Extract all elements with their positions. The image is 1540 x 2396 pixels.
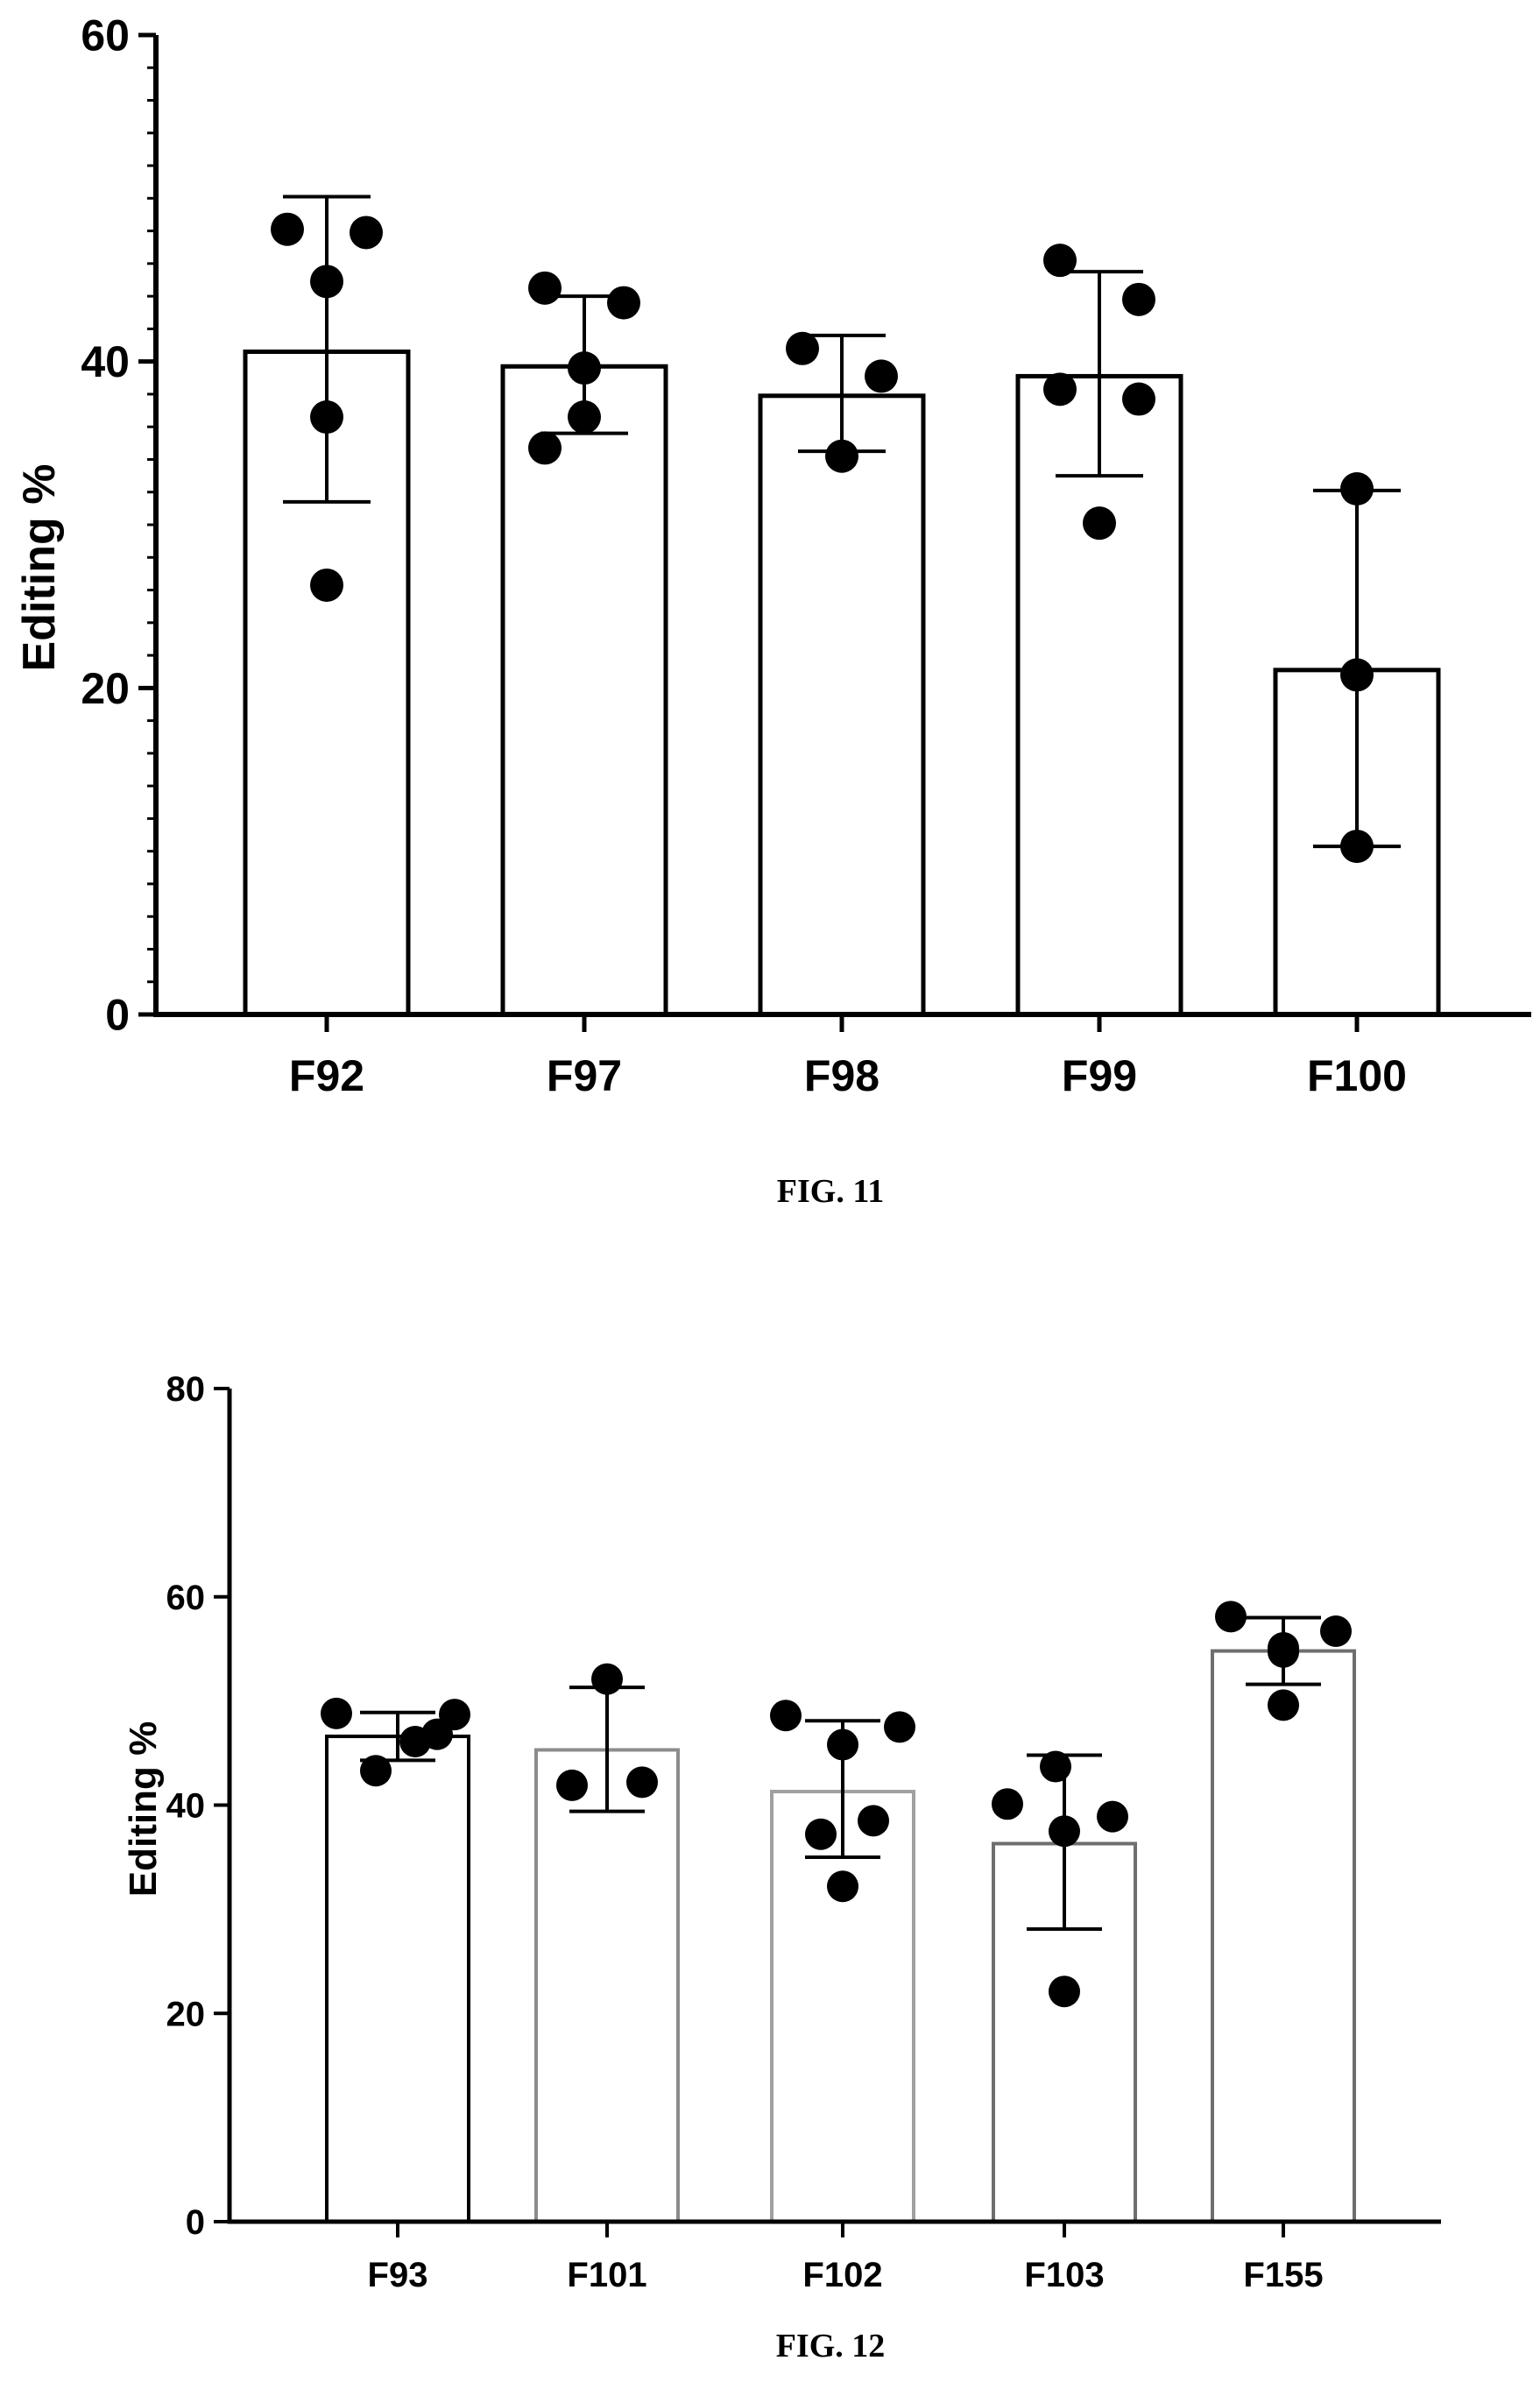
data-point xyxy=(1268,1689,1299,1721)
fig-12-y-axis-title: Editing % xyxy=(122,1721,165,1897)
data-point xyxy=(310,568,343,602)
fig-11-caption: FIG. 11 xyxy=(777,1173,884,1210)
fig-11-tick-labels: 0 20 40 60 F92 F97 F98 F99 F100 xyxy=(81,11,1407,1101)
x-tick-label-f93: F93 xyxy=(368,2256,428,2294)
data-point xyxy=(1122,382,1155,416)
bar-f101 xyxy=(534,1748,680,2223)
x-tick-label-f92: F92 xyxy=(289,1051,364,1100)
bar-f155 xyxy=(1211,1649,1356,2223)
data-point xyxy=(1268,1636,1299,1668)
data-point xyxy=(439,1699,470,1731)
error-bar-f92 xyxy=(283,194,371,504)
data-point xyxy=(1320,1615,1352,1647)
data-point xyxy=(607,286,640,320)
data-point xyxy=(1043,244,1077,278)
data-point xyxy=(556,1769,588,1801)
data-point xyxy=(1040,1750,1071,1783)
bar-f93 xyxy=(325,1735,470,2223)
y-tick-label: 20 xyxy=(81,664,130,713)
data-point xyxy=(992,1788,1023,1820)
data-point xyxy=(626,1766,658,1799)
fig-12-bars xyxy=(325,1649,1356,2223)
data-point xyxy=(568,400,601,435)
data-point xyxy=(1340,472,1374,506)
x-tick-label-f99: F99 xyxy=(1062,1051,1137,1100)
y-tick-label: 60 xyxy=(81,11,130,60)
data-point xyxy=(786,331,819,365)
bar-f99 xyxy=(1015,373,1183,1017)
bar-f98 xyxy=(758,393,926,1017)
data-point xyxy=(827,1728,858,1761)
data-point xyxy=(350,216,383,250)
data-point xyxy=(528,431,562,465)
data-point xyxy=(1215,1601,1247,1633)
data-point xyxy=(1097,1800,1128,1833)
data-point xyxy=(271,212,304,246)
data-point xyxy=(528,271,562,305)
data-point xyxy=(1049,1815,1080,1848)
data-point xyxy=(827,1870,858,1903)
x-tick-label-f98: F98 xyxy=(804,1051,879,1100)
y-tick-label: 0 xyxy=(186,2203,205,2242)
data-point xyxy=(591,1663,623,1695)
data-point xyxy=(1043,372,1077,406)
bar-f97 xyxy=(500,364,668,1017)
fig-12-caption: FIG. 12 xyxy=(776,2328,886,2364)
data-point xyxy=(1340,830,1374,864)
y-tick-label: 40 xyxy=(81,337,130,386)
y-tick-label: 40 xyxy=(166,1787,206,1826)
fig-12-tick-labels: 0 20 40 60 80 F93 F101 F102 F103 F155 xyxy=(166,1370,1324,2294)
data-point xyxy=(1083,506,1116,541)
y-tick-label: 60 xyxy=(166,1579,206,1617)
fig-11-data-points xyxy=(271,212,1374,864)
x-tick-label-f155: F155 xyxy=(1243,2256,1323,2294)
data-point xyxy=(399,1725,431,1757)
data-point xyxy=(568,351,601,385)
data-point xyxy=(360,1755,392,1787)
fig-12-axes xyxy=(214,1387,1441,2237)
fig-11-chart: 0 20 40 60 F92 F97 F98 F99 F100 Editing % FIG. 1… xyxy=(14,11,1531,1210)
data-point xyxy=(825,439,858,473)
data-point xyxy=(1049,1975,1080,2008)
fig-12-chart: 0 20 40 60 80 F93 F101 F102 F103 F155 Editing % F… xyxy=(122,1370,1441,2364)
fig-11-y-axis-title: Editing % xyxy=(14,464,65,672)
x-tick-label-f103: F103 xyxy=(1024,2256,1104,2294)
data-point xyxy=(865,359,898,393)
x-tick-label-f102: F102 xyxy=(802,2256,882,2294)
data-point xyxy=(884,1711,915,1743)
x-tick-label-f97: F97 xyxy=(547,1051,622,1100)
fig-11-axes xyxy=(138,32,1531,1032)
x-tick-label-f101: F101 xyxy=(567,2256,646,2294)
data-point xyxy=(310,265,343,299)
data-point xyxy=(1340,658,1374,692)
data-point xyxy=(770,1700,802,1732)
data-point xyxy=(805,1818,837,1850)
y-tick-label: 80 xyxy=(166,1370,206,1409)
data-point xyxy=(858,1805,889,1837)
data-point xyxy=(1122,282,1155,316)
data-point xyxy=(310,400,343,435)
y-tick-label: 20 xyxy=(166,1995,206,2033)
y-tick-label: 0 xyxy=(105,991,130,1040)
bar-f102 xyxy=(770,1790,915,2223)
data-point xyxy=(321,1697,352,1729)
fig-12-data-points xyxy=(321,1601,1352,2008)
x-tick-label-f100: F100 xyxy=(1307,1051,1407,1100)
